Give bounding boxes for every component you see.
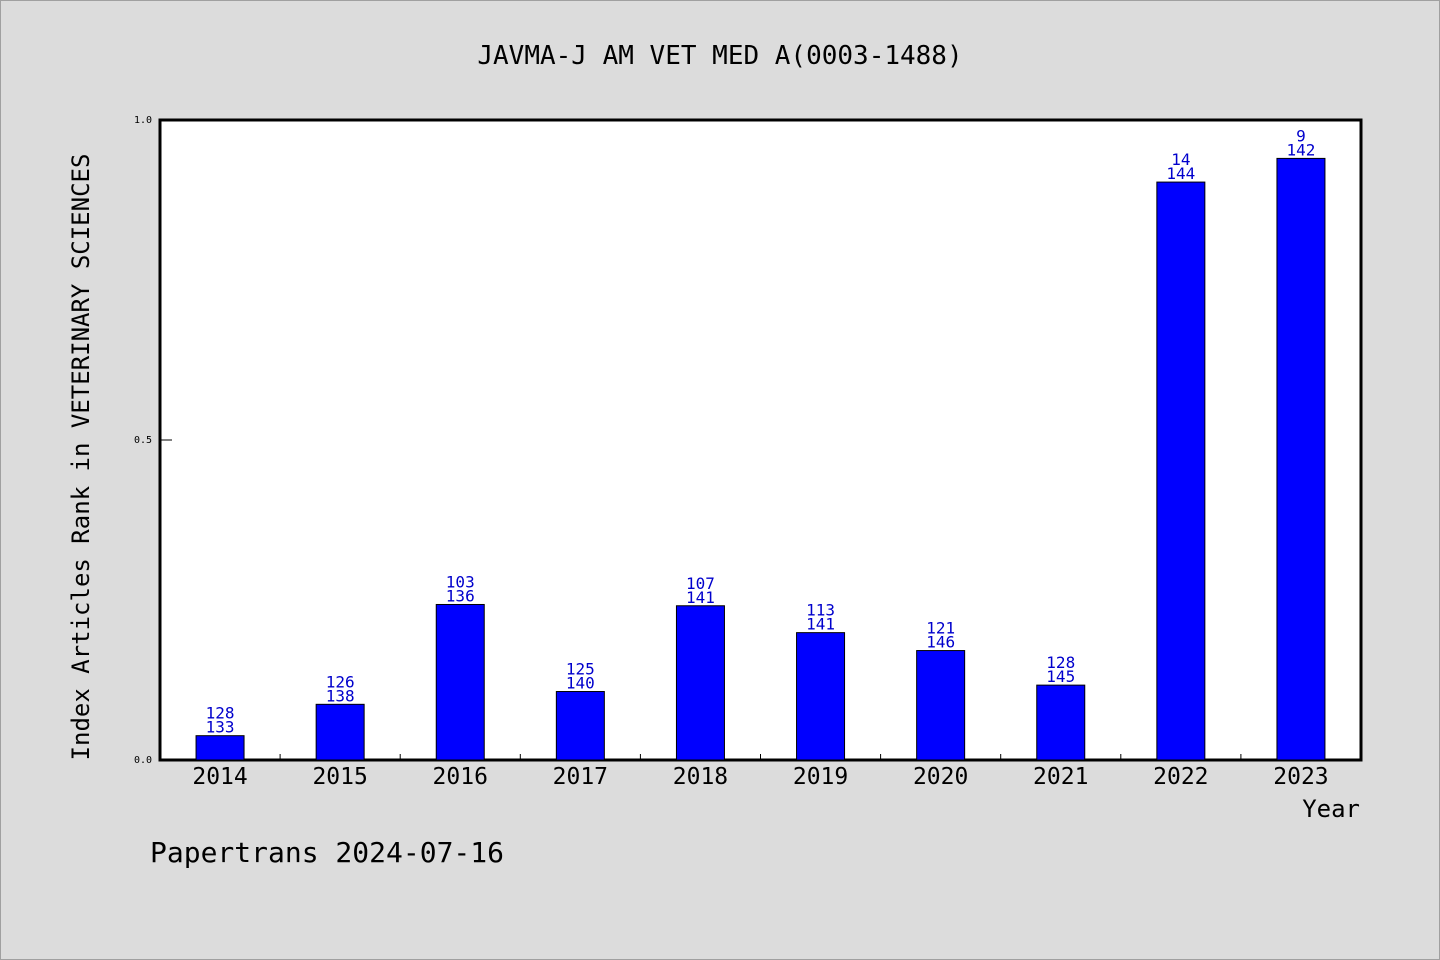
bar-total-label: 146 [926,633,955,652]
bar-total-label: 136 [446,586,475,605]
bar-rank-label: 126 [326,672,355,691]
x-tick-label: 2019 [793,764,848,790]
bar-2022 [1156,181,1206,761]
footer-credit: Papertrans 2024-07-16 [150,836,504,869]
bar-2020 [916,650,966,761]
bar-rank-label: 128 [206,704,235,723]
bar-total-label: 142 [1286,140,1315,159]
bar-total-label: 141 [806,615,835,634]
bar-total-label: 145 [1046,667,1075,686]
x-axis-ticks: 2014 2015 2016 2017 2018 2019 2020 2021 2022 2023 [192,754,1329,790]
x-tick-label: 2020 [913,764,968,790]
bar-total-label: 140 [566,674,595,693]
y-tick-label: 0.5 [134,435,152,446]
x-tick-label: 2016 [433,764,488,790]
x-tick-label: 2015 [312,764,367,790]
bar-2016 [435,603,485,761]
x-tick-label: 2021 [1033,764,1088,790]
x-tick-label: 2018 [673,764,728,790]
x-tick-label: 2014 [192,764,247,790]
x-tick-label: 2017 [553,764,608,790]
y-tick-label: 0.0 [134,755,152,766]
bar-rank-label: 128 [1046,653,1075,672]
bar-total-label: 141 [686,588,715,607]
bar-rank-label: 9 [1296,126,1306,145]
y-tick-label: 1.0 [134,115,152,126]
bar-2019 [796,632,846,761]
bar-2014 [195,735,245,761]
bar-2018 [675,605,725,761]
x-axis-label: Year [1302,795,1360,823]
bar-total-label: 138 [326,686,355,705]
chart-title: JAVMA-J AM VET MED A(0003-1488) [477,41,962,71]
x-tick-label: 2023 [1273,764,1328,790]
y-axis-label: Index Articles Rank in VETERINARY SCIENC… [67,154,95,761]
bar-2023 [1276,157,1326,761]
bar-rank-label: 125 [566,660,595,679]
bars-layer [195,157,1326,761]
bar-2017 [555,691,605,761]
bar-rank-label: 121 [926,619,955,638]
bar-2015 [315,703,365,761]
bar-total-label: 144 [1166,164,1195,183]
bar-rank-label: 14 [1171,150,1190,169]
bar-2021 [1036,684,1086,761]
y-axis-ticks: 0.0 0.5 1.0 [134,115,172,766]
bar-rank-label: 113 [806,601,835,620]
bar-rank-label: 103 [446,572,475,591]
x-tick-label: 2022 [1153,764,1208,790]
bar-rank-label: 107 [686,574,715,593]
bar-total-label: 133 [206,718,235,737]
